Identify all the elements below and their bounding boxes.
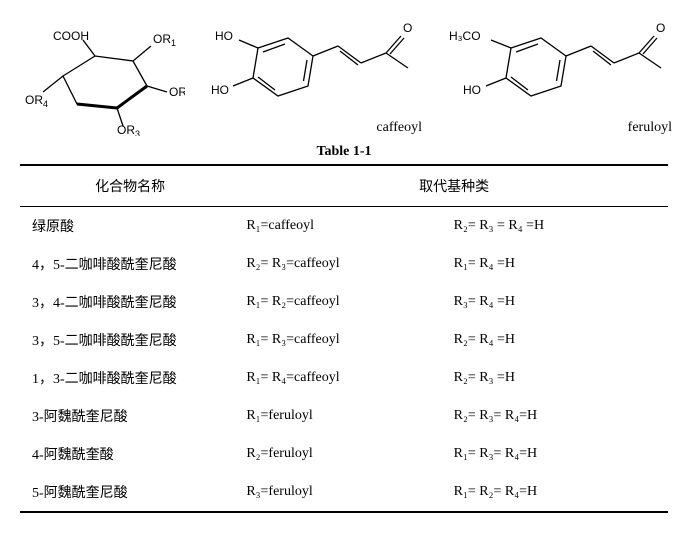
th-name: 化合物名称 bbox=[20, 165, 240, 207]
cell-sub1: R₃=feruloyl bbox=[240, 473, 447, 512]
table-row: 3-阿魏酰奎尼酸R₁=feruloylR₂= R₃= R₄=H bbox=[20, 397, 668, 435]
cell-name: 1，3-二咖啡酸酰奎尼酸 bbox=[20, 359, 240, 397]
lbl-cooh: COOH bbox=[53, 29, 89, 43]
lbl-fer-meo: H₃CO bbox=[449, 29, 481, 43]
structures-row: COOH OR1 OR2 OR3 OR4 bbox=[20, 18, 668, 136]
table-row: 绿原酸R₁=caffeoylR₂= R₃ = R₄ =H bbox=[20, 207, 668, 246]
cell-name: 绿原酸 bbox=[20, 207, 240, 246]
th-subst: 取代基种类 bbox=[240, 165, 668, 207]
table-row: 5-阿魏酰奎尼酸R₃=feruloylR₁= R₂= R₄=H bbox=[20, 473, 668, 512]
cell-sub1: R₂= R₃=caffeoyl bbox=[240, 245, 447, 283]
lbl-fer-ho: HO bbox=[463, 83, 481, 97]
struct-feruloyl: H₃CO HO O feruloyl bbox=[440, 18, 680, 136]
cell-name: 3，5-二咖啡酸酰奎尼酸 bbox=[20, 321, 240, 359]
cell-sub2: R₂= R₃ = R₄ =H bbox=[448, 207, 668, 246]
cell-sub2: R₁= R₃= R₄=H bbox=[448, 435, 668, 473]
cell-name: 5-阿魏酰奎尼酸 bbox=[20, 473, 240, 512]
lbl-or1: OR bbox=[153, 32, 171, 46]
cell-name: 4-阿魏酰奎酸 bbox=[20, 435, 240, 473]
table-row: 1，3-二咖啡酸酰奎尼酸R₁= R₄=caffeoylR₂= R₃ =H bbox=[20, 359, 668, 397]
svg-text:OR4: OR4 bbox=[25, 93, 48, 109]
feruloyl-svg: H₃CO HO O bbox=[443, 18, 678, 118]
caffeoyl-svg: HO HO O bbox=[203, 18, 428, 118]
feruloyl-name: feruloyl bbox=[440, 120, 680, 136]
cell-name: 4，5-二咖啡酸酰奎尼酸 bbox=[20, 245, 240, 283]
cell-sub2: R₂= R₃ =H bbox=[448, 359, 668, 397]
svg-text:OR1: OR1 bbox=[153, 32, 176, 48]
cell-sub1: R₁= R₄=caffeoyl bbox=[240, 359, 447, 397]
cell-sub1: R₁=caffeoyl bbox=[240, 207, 447, 246]
struct-quinic: COOH OR1 OR2 OR3 OR4 bbox=[20, 26, 190, 136]
struct-caffeoyl: HO HO O caffeoyl bbox=[200, 18, 430, 136]
quinic-svg: COOH OR1 OR2 OR3 OR4 bbox=[25, 26, 185, 136]
lbl-or3: OR bbox=[117, 123, 135, 136]
cell-sub1: R₁= R₂=caffeoyl bbox=[240, 283, 447, 321]
lbl-or2: OR bbox=[169, 85, 185, 99]
table-row: 3，5-二咖啡酸酰奎尼酸R₁= R₃=caffeoylR₂= R₄ =H bbox=[20, 321, 668, 359]
caffeoyl-name: caffeoyl bbox=[200, 120, 430, 136]
lbl-caf-ho1: HO bbox=[215, 29, 233, 43]
cell-sub2: R₃= R₄ =H bbox=[448, 283, 668, 321]
table-body: 绿原酸R₁=caffeoylR₂= R₃ = R₄ =H4，5-二咖啡酸酰奎尼酸… bbox=[20, 207, 668, 513]
lbl-fer-o: O bbox=[656, 21, 665, 35]
table-row: 3，4-二咖啡酸酰奎尼酸R₁= R₂=caffeoylR₃= R₄ =H bbox=[20, 283, 668, 321]
table-row: 4-阿魏酰奎酸R₂=feruloylR₁= R₃= R₄=H bbox=[20, 435, 668, 473]
compound-table: 化合物名称 取代基种类 绿原酸R₁=caffeoylR₂= R₃ = R₄ =H… bbox=[20, 164, 668, 513]
svg-text:OR2: OR2 bbox=[169, 85, 185, 101]
cell-sub2: R₂= R₃= R₄=H bbox=[448, 397, 668, 435]
lbl-or4: OR bbox=[25, 93, 43, 107]
lbl-caf-o: O bbox=[403, 21, 412, 35]
lbl-caf-ho2: HO bbox=[211, 83, 229, 97]
cell-sub2: R₁= R₂= R₄=H bbox=[448, 473, 668, 512]
cell-sub1: R₁= R₃=caffeoyl bbox=[240, 321, 447, 359]
cell-sub2: R₁= R₄ =H bbox=[448, 245, 668, 283]
table-row: 4，5-二咖啡酸酰奎尼酸R₂= R₃=caffeoylR₁= R₄ =H bbox=[20, 245, 668, 283]
svg-text:OR3: OR3 bbox=[117, 123, 140, 136]
cell-sub2: R₂= R₄ =H bbox=[448, 321, 668, 359]
table-caption: Table 1-1 bbox=[20, 144, 668, 160]
cell-name: 3，4-二咖啡酸酰奎尼酸 bbox=[20, 283, 240, 321]
cell-name: 3-阿魏酰奎尼酸 bbox=[20, 397, 240, 435]
cell-sub1: R₁=feruloyl bbox=[240, 397, 447, 435]
cell-sub1: R₂=feruloyl bbox=[240, 435, 447, 473]
